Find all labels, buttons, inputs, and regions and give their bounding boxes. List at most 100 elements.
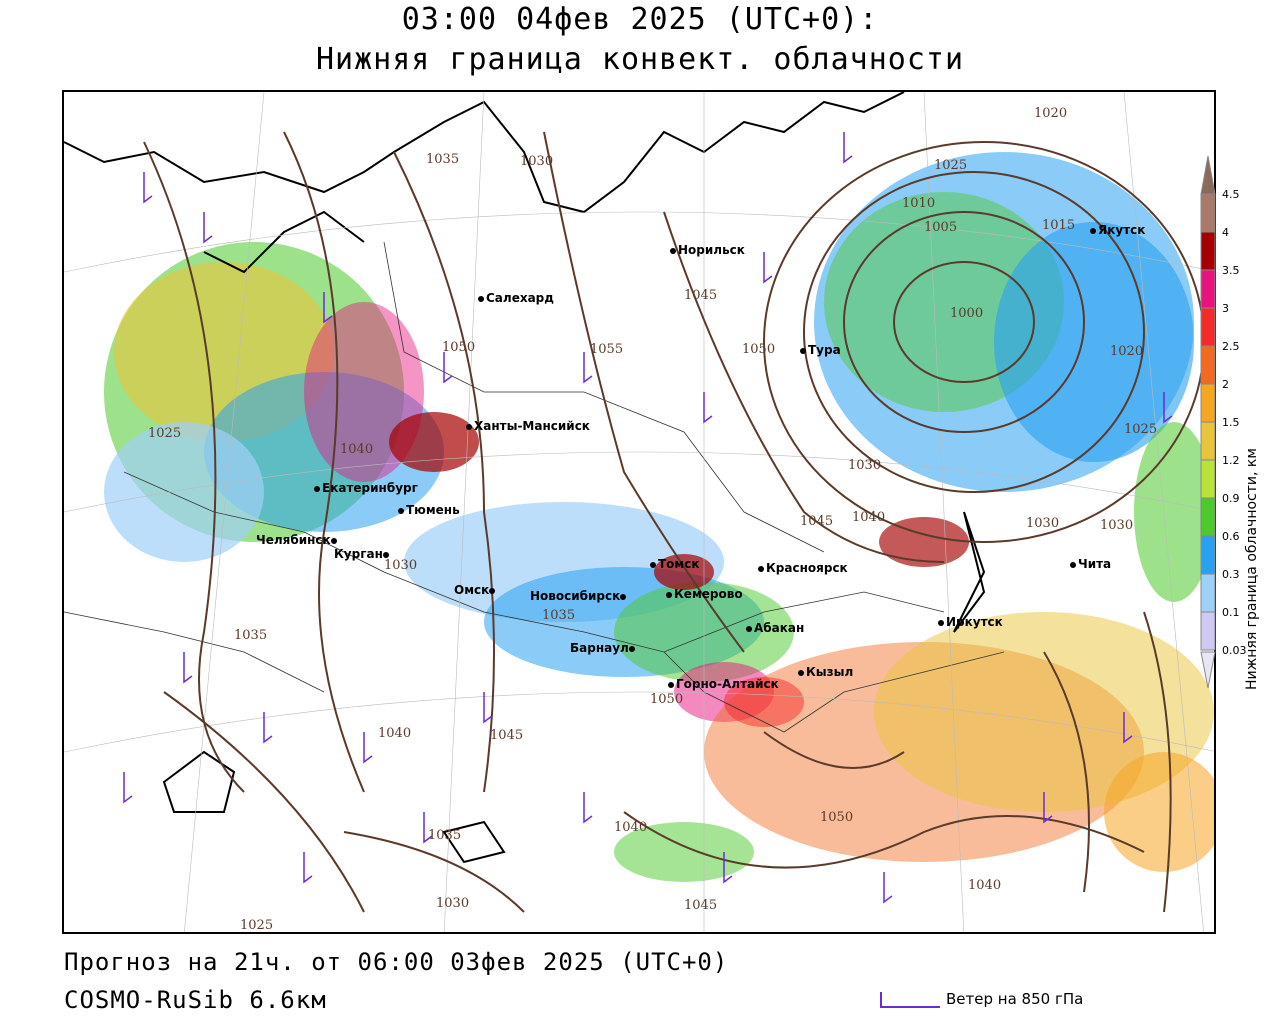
city-dot-icon: [746, 625, 752, 632]
isobar-label: 1030: [436, 896, 470, 911]
isobar-label: 1000: [950, 306, 984, 321]
model-name: COSMO-RuSib 6.6км: [64, 986, 327, 1014]
isobar-label: 1025: [148, 426, 182, 441]
legend-tick: 4.5: [1222, 188, 1240, 201]
city-label: Салехард: [486, 291, 554, 305]
city-label: Чита: [1078, 557, 1112, 571]
city-dot-icon: [489, 587, 496, 594]
city-dot-icon: [314, 485, 320, 492]
legend-color-swatch: [1200, 231, 1216, 271]
city-dot-icon: [478, 295, 484, 302]
isobar-label: 1025: [934, 158, 968, 173]
isobar-label: 1020: [1034, 106, 1068, 121]
isobar-label: 1025: [240, 918, 274, 933]
legend-tick: 2: [1222, 378, 1229, 391]
legend-tick: 0.1: [1222, 606, 1240, 619]
city-dot-icon: [382, 551, 389, 558]
map-datetime-title: 03:00 04фев 2025 (UTC+0):: [401, 2, 879, 37]
legend-color-swatch: [1200, 421, 1216, 461]
legend-bar: [1200, 155, 1216, 689]
city-dot-icon: [1090, 227, 1096, 234]
wind-barb-icon: [880, 991, 940, 1008]
city-marker: Курган: [334, 548, 391, 560]
city-marker: Иркутск: [938, 616, 1003, 628]
city-dot-icon: [466, 423, 472, 430]
city-marker: Салехард: [478, 292, 554, 304]
legend-tick: 2.5: [1222, 340, 1240, 353]
cloud-field-east: [814, 152, 1214, 602]
city-label: Норильск: [678, 243, 745, 257]
isobar-label: 1035: [542, 608, 576, 623]
legend-color-swatch: [1200, 383, 1216, 423]
city-marker: Чита: [1070, 558, 1111, 570]
city-marker: Красноярск: [758, 562, 848, 574]
city-dot-icon: [628, 645, 635, 652]
isobar-label: 1005: [924, 220, 958, 235]
legend-tick: 0.9: [1222, 492, 1240, 505]
city-dot-icon: [938, 619, 944, 626]
city-label: Абакан: [754, 621, 805, 635]
city-marker: Екатеринбург: [314, 482, 418, 494]
forecast-info: Прогноз на 21ч. от 06:00 03фев 2025 (UTC…: [64, 948, 729, 976]
city-dot-icon: [758, 565, 764, 572]
isobar-label: 1050: [650, 692, 684, 707]
city-dot-icon: [800, 347, 806, 354]
city-marker: Кемерово: [666, 588, 743, 600]
isobars: [143, 131, 1205, 913]
map-parameter-title: Нижняя граница конвект. облачности: [315, 42, 965, 77]
city-label: Иркутск: [946, 615, 1003, 629]
city-label: Омск: [454, 583, 490, 597]
isobar-label: 1030: [384, 558, 418, 573]
city-label: Кемерово: [674, 587, 743, 601]
city-marker: Норильск: [670, 244, 745, 256]
cloud-field-west: [104, 242, 479, 562]
isobar-label: 1030: [1100, 518, 1134, 533]
city-marker: Барнаул: [570, 642, 637, 654]
city-label: Кызыл: [806, 665, 854, 679]
legend-tick: 0.3: [1222, 568, 1240, 581]
legend-color-swatch: [1200, 611, 1216, 651]
city-dot-icon: [798, 669, 804, 676]
admin-borders: [64, 241, 1005, 733]
city-label: Екатеринбург: [322, 481, 418, 495]
isobar-label: 1040: [968, 878, 1002, 893]
city-label: Барнаул: [570, 641, 629, 655]
legend-color-swatch: [1200, 193, 1216, 233]
city-dot-icon: [620, 593, 627, 600]
city-label: Ханты-Мансийск: [474, 419, 590, 433]
isobar-label: 1040: [340, 442, 374, 457]
legend-color-swatch: [1200, 535, 1216, 575]
weather-map: 1020 1025 1010 1005 1015 1000 1030 1040 …: [62, 90, 1216, 934]
city-dot-icon: [666, 591, 672, 598]
legend-tick: 3: [1222, 302, 1229, 315]
legend-tick: 4: [1222, 226, 1229, 239]
city-marker: Тура: [800, 344, 841, 356]
city-dot-icon: [650, 561, 656, 568]
city-dot-icon: [668, 681, 674, 688]
city-dot-icon: [330, 537, 337, 544]
isobar-label: 1030: [520, 154, 554, 169]
city-marker: Новосибирск: [530, 590, 628, 602]
city-label: Новосибирск: [530, 589, 621, 603]
legend-color-swatch: [1200, 573, 1216, 613]
city-dot-icon: [398, 507, 404, 514]
isobar-label: 1020: [1110, 344, 1144, 359]
legend-color-swatch: [1200, 269, 1216, 309]
isobar-label: 1045: [490, 728, 524, 743]
isobar-label: 1040: [852, 510, 886, 525]
city-label: Тура: [808, 343, 841, 357]
isobar-label: 1045: [684, 898, 718, 913]
legend-tick: 1.2: [1222, 454, 1240, 467]
wind-legend-label: Ветер на 850 гПа: [946, 990, 1084, 1008]
isobar-label: 1015: [1042, 218, 1076, 233]
legend-tick: 0.6: [1222, 530, 1240, 543]
isobar-label: 1050: [742, 342, 776, 357]
isobar-label: 1035: [234, 628, 268, 643]
legend-tick: 0.03: [1222, 644, 1247, 657]
legend-tick: 1.5: [1222, 416, 1240, 429]
city-marker: Якутск: [1090, 224, 1145, 236]
legend-color-swatch: [1200, 307, 1216, 347]
city-marker: Челябинск: [256, 534, 339, 546]
city-marker: Ханты-Мансийск: [466, 420, 590, 432]
cloud-field-south: [614, 612, 1214, 882]
